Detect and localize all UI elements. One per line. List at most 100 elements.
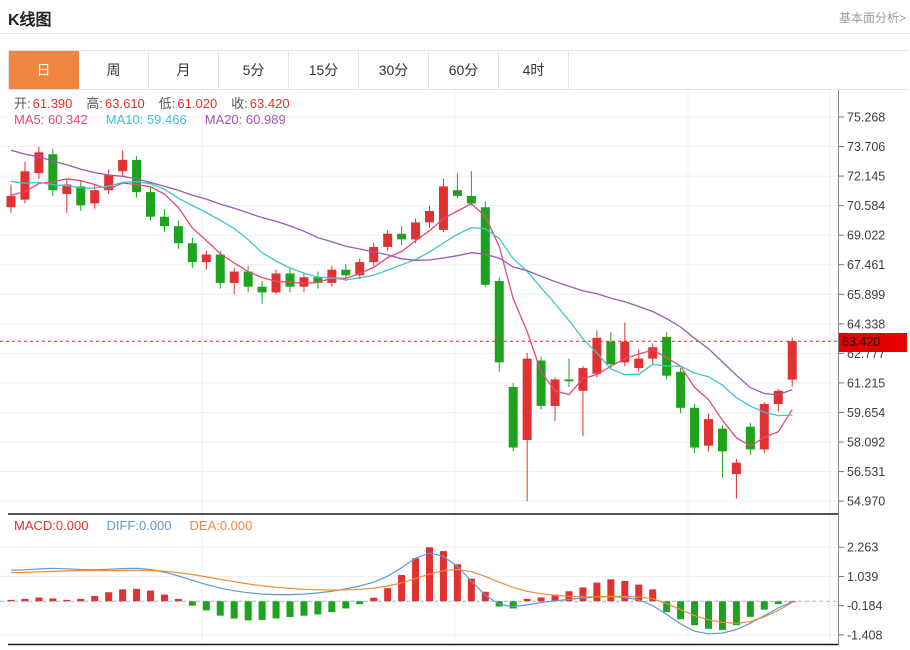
tab-60min[interactable]: 60分 xyxy=(429,51,499,89)
tab-bar: 日周月 5分 15分 30分 60分 4时 xyxy=(8,50,909,90)
candle-body xyxy=(731,462,741,475)
macd-histogram-bar xyxy=(77,598,85,602)
candle-body xyxy=(118,159,128,172)
candle-body xyxy=(313,277,323,283)
candle-body xyxy=(690,407,700,448)
macd-histogram-bar xyxy=(188,601,196,606)
price-axis-label: 65.899 xyxy=(847,288,885,302)
macd-histogram-bar xyxy=(481,591,489,602)
macd-histogram-bar xyxy=(537,597,545,602)
macd-histogram-bar xyxy=(230,601,238,619)
open-value: 61.390 xyxy=(32,96,73,111)
ohlc-info: 开: 61.390 高: 63.610 低: 61.020 收: 63.420 xyxy=(14,93,304,112)
candle-body xyxy=(787,341,797,380)
macd-histogram-bar xyxy=(272,601,280,619)
macd-histogram-bar xyxy=(21,598,29,602)
tab-15min[interactable]: 15分 xyxy=(289,51,359,89)
macd-histogram-bar xyxy=(328,601,336,613)
macd-histogram-bar xyxy=(453,564,461,602)
macd-histogram-bar xyxy=(147,590,154,602)
close-label: 收: xyxy=(231,96,248,111)
candle-body xyxy=(34,152,44,174)
fundamental-analysis-link[interactable]: 基本面分析> xyxy=(838,11,906,25)
candle-body xyxy=(745,426,755,450)
macd-histogram-bar xyxy=(774,601,782,605)
candle-body xyxy=(20,171,30,200)
macd-histogram-bar xyxy=(467,578,475,602)
candle-body xyxy=(187,243,197,263)
axis-labels: 75.268 73.706 72.145 70.584 69.022 67.461 65.8… xyxy=(838,111,885,642)
macd-histogram-bar xyxy=(718,601,726,630)
macd-histogram-bar xyxy=(439,551,447,602)
tab-week[interactable]: 周 xyxy=(79,51,149,89)
candle-body xyxy=(550,379,560,406)
candle-body xyxy=(257,286,267,293)
macd-histogram-bar xyxy=(760,601,768,610)
macd-legend: MACD:0.000 DIFF:0.000 DEA:0.000 xyxy=(14,518,252,533)
ma5-legend: MA5: 60.342 xyxy=(14,112,88,127)
dea-value-legend: DEA:0.000 xyxy=(189,518,253,533)
macd-histogram-bar xyxy=(258,601,266,620)
candle-body xyxy=(6,195,16,208)
candle-body xyxy=(676,371,686,408)
high-value: 63.610 xyxy=(105,96,145,111)
candle-body xyxy=(480,207,490,285)
ma20-legend: MA20: 60.989 xyxy=(204,112,286,127)
candle-body xyxy=(285,273,295,287)
tab-30min[interactable]: 30分 xyxy=(359,51,429,89)
tab-month[interactable]: 月 xyxy=(149,51,219,89)
ma-legend: MA5: 60.342 MA10: 59.466 MA20: 60.989 xyxy=(14,112,286,127)
price-axis-label: 75.268 xyxy=(847,111,885,125)
price-axis-label: 59.654 xyxy=(847,406,885,420)
macd-histogram-bar xyxy=(119,589,127,602)
macd-histogram xyxy=(7,547,796,630)
macd-histogram-bar xyxy=(244,601,252,621)
candle-body xyxy=(452,190,462,196)
macd-histogram-bar xyxy=(663,601,671,613)
candle-body xyxy=(759,404,769,450)
price-axis-label: 54.970 xyxy=(847,495,885,509)
macd-histogram-bar xyxy=(509,601,517,609)
macd-histogram-bar xyxy=(342,601,350,609)
macd-histogram-bar xyxy=(523,598,531,602)
candle-body xyxy=(327,269,337,283)
macd-histogram-bar xyxy=(398,575,406,602)
macd-histogram-bar xyxy=(551,594,559,602)
macd-histogram-bar xyxy=(607,579,615,602)
candle-body xyxy=(662,336,672,376)
candle-body xyxy=(369,246,379,263)
candle-body xyxy=(411,222,421,240)
macd-histogram-bar xyxy=(593,582,601,602)
candle-body xyxy=(355,262,365,276)
macd-histogram-bar xyxy=(49,598,57,602)
candle-body xyxy=(229,271,239,283)
diff-value-legend: DIFF:0.000 xyxy=(106,518,172,533)
header-divider xyxy=(0,33,910,34)
candle-body xyxy=(536,360,546,406)
candle-body xyxy=(425,211,434,223)
dea-line xyxy=(10,568,793,624)
macd-histogram-bar xyxy=(216,601,224,616)
macd-histogram-bar xyxy=(174,598,182,602)
candlestick-series xyxy=(6,146,797,502)
tab-5min[interactable]: 5分 xyxy=(219,51,289,89)
candle-body xyxy=(299,277,309,287)
candle-body xyxy=(522,358,532,440)
macd-histogram-bar xyxy=(635,584,643,602)
macd-histogram-bar xyxy=(356,601,364,605)
candle-body xyxy=(243,271,253,287)
candle-body xyxy=(564,379,574,382)
macd-histogram-bar xyxy=(691,601,699,626)
candle-body xyxy=(146,192,155,217)
close-value: 63.420 xyxy=(249,96,290,111)
candle-body xyxy=(215,254,225,283)
candle-body xyxy=(383,233,393,247)
ma5-line xyxy=(10,178,793,447)
tab-day[interactable]: 日 xyxy=(9,51,79,89)
macd-histogram-bar xyxy=(286,601,294,618)
ma10-line xyxy=(10,180,793,417)
candle-body xyxy=(132,159,142,193)
price-axis-label: 58.092 xyxy=(847,436,885,450)
tab-4hour[interactable]: 4时 xyxy=(499,51,569,89)
